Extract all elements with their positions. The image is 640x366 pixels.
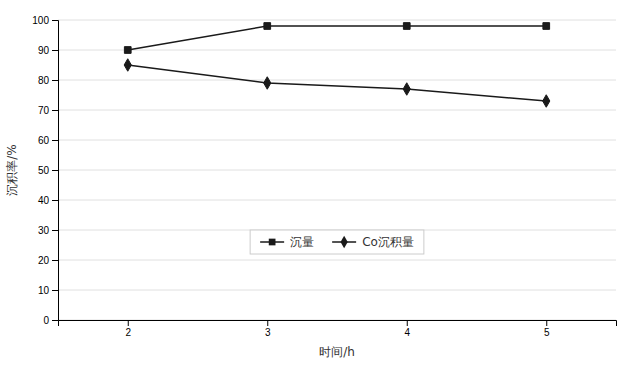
tick-mark [52,290,58,291]
tick-mark [52,320,58,321]
grid-line [58,140,616,141]
tick-label: 5 [544,327,550,338]
point [543,95,550,107]
chart: 23450102030405060708090100沉量Co沉积量时间/h沉积率… [0,0,640,366]
tick-label: 90 [38,45,50,56]
tick: 0 [43,315,58,326]
tick-label: 80 [38,75,50,86]
y-axis: 0 10 20 30 40 50 60 70 80 90 100 [32,15,58,326]
legend-marker [341,236,348,248]
legend-item: 沉量 [260,235,314,249]
tick-mark [52,50,58,51]
grid-line [58,20,616,21]
grid-line [58,290,616,291]
tick-mark [407,320,408,326]
grid-line [58,50,616,51]
point [403,83,410,95]
tick: 30 [38,225,58,236]
tick-mark [52,80,58,81]
point [124,47,131,54]
legend-item: Co沉积量 [332,235,414,249]
grid-line [58,260,616,261]
tick-mark [52,170,58,171]
tick-label: 4 [404,327,410,338]
tick-mark [546,320,547,326]
tick: 4 [404,320,410,338]
y-axis-title: 沉积率/% [5,144,19,195]
legend-frame [250,230,424,254]
tick: 70 [38,105,58,116]
grid-line [58,170,616,171]
tick-mark [52,230,58,231]
x-axis: 2 3 4 5 [59,320,617,338]
tick-label: 50 [38,165,50,176]
series-line [128,65,547,101]
tick: 5 [544,320,550,338]
tick-label: 2 [125,327,131,338]
point [124,59,131,71]
tick-label: 40 [38,195,50,206]
point [543,23,550,30]
tick-label: 3 [265,327,271,338]
grid-line [58,110,616,111]
tick: 80 [38,75,58,86]
tick-label: 60 [38,135,50,146]
legend-label: Co沉积量 [362,235,414,249]
tick-label: 0 [43,315,49,326]
tick-label: 20 [38,255,50,266]
legend-marker [269,239,276,246]
grid [58,20,616,320]
axis-line [59,321,617,327]
x-axis-title: 时间/h [319,345,355,359]
axis-line [52,21,59,321]
point [403,23,410,30]
tick: 90 [38,45,58,56]
plot: 23450102030405060708090100沉量Co沉积量 [32,15,616,338]
tick-mark [52,200,58,201]
tick-mark [52,20,58,21]
tick: 100 [32,15,58,26]
tick-label: 10 [38,285,50,296]
series-line [128,26,547,50]
grid-line [58,200,616,201]
point [264,23,271,30]
tick-label: 100 [32,15,49,26]
tick-label: 70 [38,105,50,116]
point [264,77,271,89]
tick-label: 30 [38,225,50,236]
tick: 60 [38,135,58,146]
legend-label: 沉量 [290,235,314,249]
tick: 10 [38,285,58,296]
tick: 20 [38,255,58,266]
legend: 沉量 Co沉积量 [250,230,424,254]
tick-mark [52,110,58,111]
tick-mark [128,320,129,326]
tick: 3 [265,320,271,338]
tick: 40 [38,195,58,206]
tick-mark [52,140,58,141]
tick-mark [52,260,58,261]
grid-line [58,80,616,81]
tick: 2 [125,320,131,338]
tick: 50 [38,165,58,176]
tick-mark [267,320,268,326]
series-group [124,23,550,108]
